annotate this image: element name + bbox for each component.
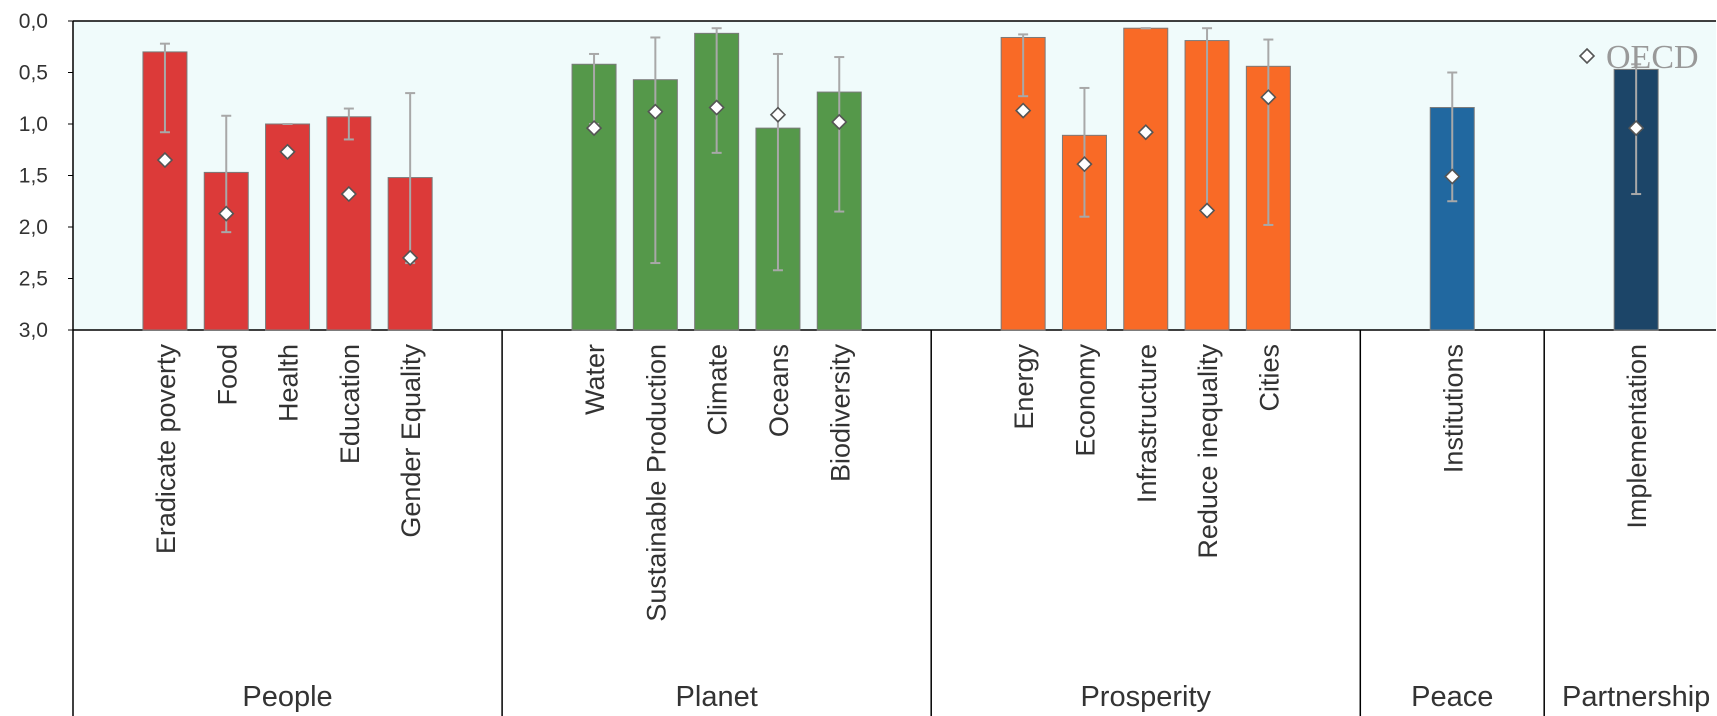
category-label: Water xyxy=(580,344,610,415)
y-tick-label: 2,5 xyxy=(19,268,48,291)
group-label: People xyxy=(242,681,332,713)
oecd-marker xyxy=(218,205,235,222)
category-label: Sustainable Production xyxy=(641,344,671,622)
oecd-marker xyxy=(156,151,174,169)
category-label: Food xyxy=(212,344,242,406)
group-label: Planet xyxy=(676,681,758,713)
category-label: Infrastructure xyxy=(1132,344,1162,503)
category-label: Oceans xyxy=(764,344,794,437)
oecd-marker xyxy=(402,249,419,267)
category-label: Economy xyxy=(1070,344,1100,457)
legend-oecd-marker xyxy=(1578,47,1596,65)
oecd-marker xyxy=(1015,102,1032,119)
category-label: Institutions xyxy=(1438,344,1468,473)
oecd-marker xyxy=(831,113,848,131)
group-label: Prosperity xyxy=(1080,681,1211,713)
category-label: Education xyxy=(335,344,365,464)
oecd-marker xyxy=(1260,89,1277,106)
category-label: Climate xyxy=(703,344,733,436)
oecd-marker xyxy=(708,99,725,116)
bar xyxy=(1123,27,1169,331)
y-tick-label: 2,0 xyxy=(19,216,48,239)
y-tick-label: 1,5 xyxy=(19,165,48,188)
category-label: Biodiversity xyxy=(825,344,855,483)
group-label: Partnership xyxy=(1562,681,1710,713)
oecd-marker xyxy=(1198,202,1216,219)
oecd-marker xyxy=(279,143,296,160)
oecd-marker xyxy=(1628,119,1645,137)
y-tick-label: 3,0 xyxy=(19,319,48,342)
category-label: Energy xyxy=(1009,344,1039,430)
category-label: Eradicate poverty xyxy=(151,344,181,555)
category-label: Reduce inequality xyxy=(1193,344,1223,559)
y-tick-label: 0,0 xyxy=(19,10,48,33)
category-label: Implementation xyxy=(1622,344,1652,529)
oecd-marker xyxy=(1444,168,1461,185)
y-tick-label: 1,0 xyxy=(19,113,48,136)
y-tick-label: 0,5 xyxy=(19,62,48,85)
oecd-marker xyxy=(769,106,787,123)
category-label: Health xyxy=(274,344,304,422)
bar xyxy=(326,116,372,331)
group-label: Peace xyxy=(1411,681,1493,713)
oecd-marker xyxy=(340,185,357,203)
oecd-marker xyxy=(585,119,603,137)
legend-oecd-label: OECD xyxy=(1606,39,1699,76)
oecd-marker xyxy=(1137,124,1154,141)
category-label: Cities xyxy=(1254,344,1284,412)
category-label: Gender Equality xyxy=(396,344,426,538)
oecd-marker xyxy=(647,103,664,120)
oecd-marker xyxy=(1076,156,1093,173)
